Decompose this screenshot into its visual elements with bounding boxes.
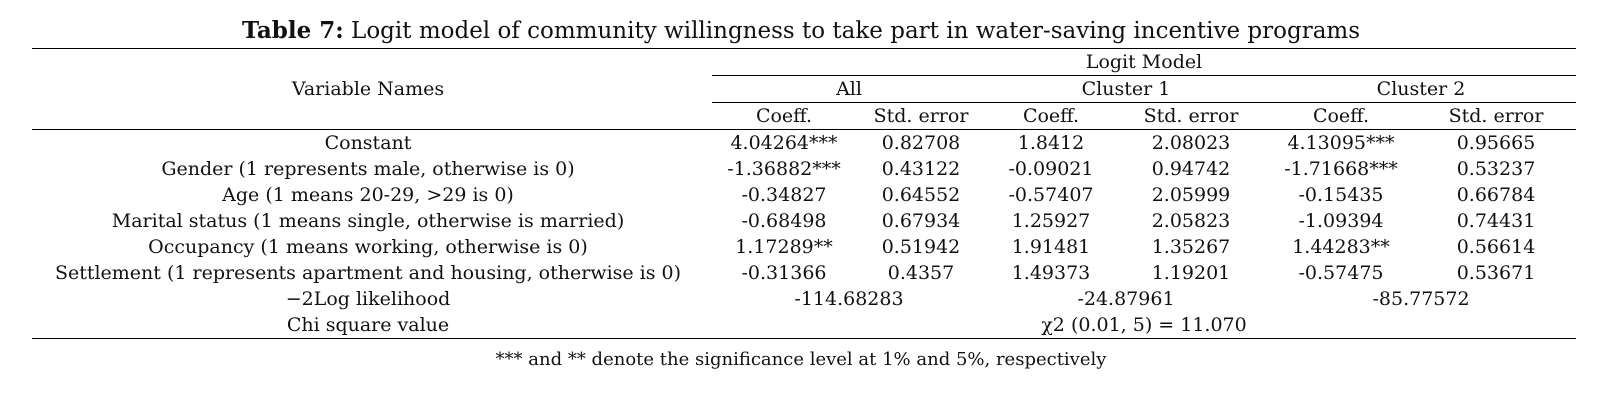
cell-all-coeff: -0.68498: [741, 209, 827, 232]
cell-cluster-2-coeff: 4.13095***: [1287, 131, 1395, 154]
chisq-row: Chi square value χ2 (0.01, 5) = 11.070: [32, 312, 1577, 339]
table-footnote: *** and ** denote the significance level…: [495, 349, 1107, 370]
cell-all-loglik: -114.68283: [794, 287, 904, 310]
header-variable-names: Variable Names: [32, 48, 712, 130]
cell-cluster-1-coeff: -0.57407: [1008, 183, 1094, 206]
cell-all-coeff: 4.04264***: [730, 131, 838, 154]
cell-all-std-error: 0.64552: [881, 183, 961, 206]
cell-cluster-1-std-error: 1.19201: [1151, 261, 1231, 284]
cell-cluster-2-std-error: 0.66784: [1456, 183, 1536, 206]
cell-cluster-1-coeff: 1.8412: [1017, 131, 1085, 154]
variable-name: Chi square value: [32, 312, 712, 339]
variable-name: Settlement (1 represents apartment and h…: [54, 261, 682, 284]
cell-cluster-2-std-error: 0.53671: [1456, 261, 1536, 284]
header-std-error: Std. error: [1416, 102, 1577, 130]
cell-chi-square: χ2 (0.01, 5) = 11.070: [712, 312, 1577, 339]
table-row: Settlement (1 represents apartment and h…: [32, 260, 1576, 286]
cell-cluster-1-std-error: 2.08023: [1151, 131, 1231, 154]
header-row-1: Variable Names Logit Model: [32, 48, 1577, 130]
cell-all-std-error: 0.67934: [881, 209, 961, 232]
cell-cluster-2-loglik: -85.77572: [1372, 287, 1470, 310]
cell-all-coeff: -1.36882***: [727, 157, 841, 180]
header-std-error: Std. error: [856, 102, 986, 130]
header-row-2: All Cluster 1 Cluster 2: [32, 75, 1577, 103]
header-std-error: Std. error: [1116, 102, 1266, 130]
logit-table: Variable Names Logit Model All Cluster 1…: [32, 48, 1577, 339]
cell-cluster-1-std-error: 2.05999: [1151, 183, 1231, 206]
header-logit-model: Logit Model: [712, 48, 1577, 76]
cell-cluster-2-coeff: 1.44283**: [1292, 235, 1390, 258]
variable-name: −2Log likelihood: [285, 287, 451, 310]
variable-name: Constant: [324, 131, 412, 154]
cell-all-std-error: 0.51942: [881, 235, 961, 258]
table-row: Occupancy (1 means working, otherwise is…: [32, 234, 1576, 260]
header-group-cluster-2: Cluster 2: [1266, 75, 1577, 103]
variable-name: Gender (1 represents male, otherwise is …: [161, 157, 575, 180]
variable-name: Occupancy (1 means working, otherwise is…: [148, 235, 588, 258]
cell-all-std-error: 0.43122: [881, 157, 961, 180]
table-number: Table 7:: [241, 17, 344, 44]
cell-cluster-2-std-error: 0.53237: [1456, 157, 1536, 180]
table-title: Table 7: Logit model of community willin…: [0, 16, 1602, 46]
table-row: Age (1 means 20-29, >29 is 0) -0.34827 0…: [32, 182, 1576, 208]
cell-cluster-1-std-error: 2.05823: [1151, 209, 1231, 232]
table-row: Gender (1 represents male, otherwise is …: [32, 156, 1576, 182]
table-row: Constant 4.04264*** 0.82708 1.8412 2.080…: [32, 130, 1576, 157]
header-coeff: Coeff.: [712, 102, 856, 130]
cell-cluster-2-coeff: -1.71668***: [1284, 157, 1398, 180]
cell-cluster-2-coeff: -0.57475: [1298, 261, 1384, 284]
loglik-row: −2Log likelihood -114.68283 -24.87961 -8…: [32, 286, 1576, 312]
variable-name: Marital status (1 means single, otherwis…: [111, 209, 625, 232]
cell-cluster-1-coeff: -0.09021: [1008, 157, 1094, 180]
cell-cluster-1-loglik: -24.87961: [1077, 287, 1175, 310]
header-coeff: Coeff.: [1266, 102, 1416, 130]
cell-all-coeff: -0.31366: [741, 261, 827, 284]
table-caption: Logit model of community willingness to …: [343, 18, 1361, 44]
cell-cluster-2-std-error: 0.56614: [1456, 235, 1536, 258]
cell-cluster-1-coeff: 1.25927: [1011, 209, 1091, 232]
header-coeff: Coeff.: [986, 102, 1116, 130]
cell-cluster-1-std-error: 0.94742: [1151, 157, 1231, 180]
cell-all-coeff: -0.34827: [741, 183, 827, 206]
table-row: Marital status (1 means single, otherwis…: [32, 208, 1576, 234]
cell-cluster-2-coeff: -1.09394: [1298, 209, 1384, 232]
cell-cluster-2-std-error: 0.95665: [1456, 131, 1536, 154]
cell-cluster-1-std-error: 1.35267: [1151, 235, 1231, 258]
cell-cluster-1-coeff: 1.91481: [1011, 235, 1091, 258]
cell-cluster-1-coeff: 1.49373: [1011, 261, 1091, 284]
cell-cluster-2-coeff: -0.15435: [1298, 183, 1384, 206]
cell-all-std-error: 0.4357: [887, 261, 955, 284]
header-row-3: Coeff. Std. error Coeff. Std. error Coef…: [32, 102, 1577, 130]
variable-name: Age (1 means 20-29, >29 is 0): [222, 183, 514, 206]
cell-all-coeff: 1.17289**: [735, 235, 833, 258]
header-group-all: All: [712, 75, 986, 103]
header-group-cluster-1: Cluster 1: [986, 75, 1266, 103]
cell-all-std-error: 0.82708: [881, 131, 961, 154]
cell-cluster-2-std-error: 0.74431: [1456, 209, 1536, 232]
